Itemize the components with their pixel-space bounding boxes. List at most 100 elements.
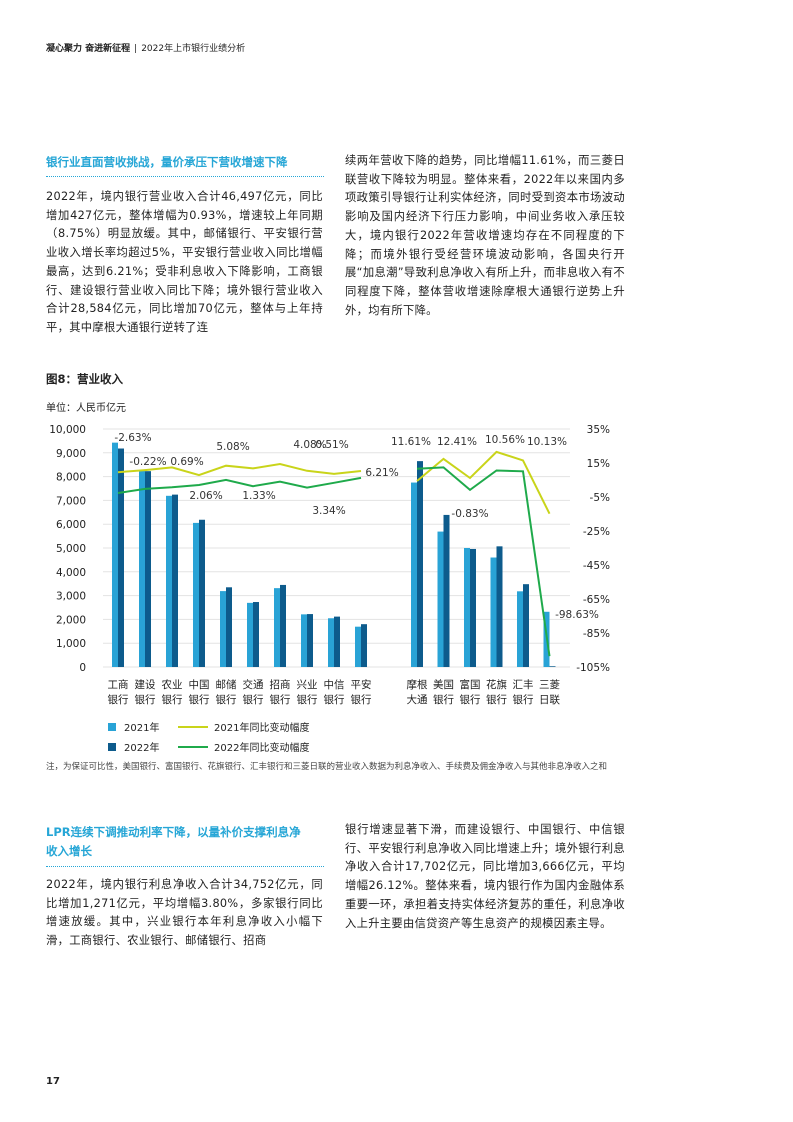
running-header: 凝心聚力 奋进新征程 | 2022年上市银行业绩分析 bbox=[46, 41, 245, 54]
bar-2021 bbox=[328, 618, 334, 667]
category-label: 招商 bbox=[270, 678, 291, 691]
legend-2022-line-swatch bbox=[178, 745, 208, 748]
category-label: 富国 bbox=[460, 678, 481, 691]
right-axis-tick-label: 35% bbox=[587, 424, 610, 436]
data-label: 0.51% bbox=[315, 439, 348, 451]
left-axis-tick-label: 3,000 bbox=[56, 591, 86, 603]
legend-2021-bar: 2021年 bbox=[108, 719, 159, 734]
bar-2022 bbox=[199, 519, 205, 667]
category-label: 农业 bbox=[162, 678, 183, 691]
legend-2021-line: 2021年同比变动幅度 bbox=[178, 719, 309, 734]
category-label: 汇丰 bbox=[513, 678, 534, 691]
line-2022-change bbox=[117, 476, 362, 494]
left-axis-tick-label: 6,000 bbox=[56, 519, 86, 531]
bar-2022 bbox=[118, 448, 124, 667]
bar-2022 bbox=[145, 471, 151, 667]
category-label: 银行 bbox=[460, 693, 481, 706]
bar-2022 bbox=[443, 514, 450, 667]
right-axis-tick-label: -65% bbox=[583, 594, 610, 606]
left-axis-tick-label: 4,000 bbox=[56, 567, 86, 579]
bar-2021 bbox=[139, 470, 145, 667]
data-label: 10.13% bbox=[527, 436, 567, 448]
category-label: 花旗 bbox=[486, 678, 507, 691]
data-label: 1.33% bbox=[242, 490, 275, 502]
bar-2021 bbox=[193, 522, 199, 667]
category-label: 摩根 bbox=[407, 678, 428, 691]
section2-paragraph-left: 2022年，境内银行利息净收入合计34,752亿元，同比增加1,271亿元，平均… bbox=[46, 878, 323, 948]
bar-2021 bbox=[437, 531, 444, 667]
bar-2021 bbox=[112, 442, 118, 667]
line-2022-change bbox=[416, 466, 551, 657]
category-label: 银行 bbox=[189, 693, 210, 706]
revenue-chart: 10,000 9,000 8,000 7,000 6,000 5,000 4,000 3,00… bbox=[49, 424, 610, 706]
category-label: 银行 bbox=[433, 693, 454, 706]
data-label: 2.06% bbox=[189, 490, 222, 502]
data-label: -0.22% bbox=[129, 456, 166, 468]
section2-title-rule bbox=[46, 866, 324, 867]
category-label: 建设 bbox=[135, 678, 156, 691]
bar-2022 bbox=[523, 584, 529, 667]
bar-2021 bbox=[464, 548, 470, 667]
category-label: 兴业 bbox=[297, 679, 318, 691]
section1-title-rule bbox=[46, 176, 324, 177]
category-label: 中信 bbox=[324, 678, 345, 691]
category-label: 银行 bbox=[324, 693, 345, 706]
legend-2021-bar-swatch bbox=[108, 722, 116, 731]
figure-title: 图8：营业收入 bbox=[46, 372, 124, 386]
category-label: 交通 bbox=[243, 678, 264, 691]
data-label: 12.41% bbox=[437, 436, 477, 448]
line-2021-change bbox=[416, 450, 551, 515]
data-label: 0.69% bbox=[170, 456, 203, 468]
category-label: 日联 bbox=[539, 694, 560, 706]
category-label: 工商 bbox=[108, 678, 129, 691]
bar-2021 bbox=[411, 482, 417, 667]
category-label: 银行 bbox=[513, 693, 534, 706]
bar-2022 bbox=[280, 584, 286, 667]
section1-title: 银行业直面营收挑战，量价承压下营收增速下降 bbox=[46, 155, 288, 169]
category-label: 大通 bbox=[407, 693, 428, 706]
category-label: 美国 bbox=[433, 678, 454, 691]
bar-2021 bbox=[220, 591, 226, 667]
legend-2022-bar-label: 2022年 bbox=[124, 743, 160, 754]
figure-unit: 单位：人民币亿元 bbox=[46, 403, 126, 414]
page-number: 17 bbox=[46, 1076, 60, 1087]
legend-2022-line: 2022年同比变动幅度 bbox=[178, 739, 309, 754]
bar-2021 bbox=[301, 614, 307, 667]
bar-2022 bbox=[307, 614, 313, 667]
bar-2022 bbox=[172, 494, 178, 667]
left-axis-tick-label: 1,000 bbox=[56, 638, 86, 650]
right-axis-tick-label: -85% bbox=[583, 628, 610, 640]
bar-2022 bbox=[253, 602, 259, 667]
category-label: 银行 bbox=[243, 693, 264, 706]
legend-2022-bar-swatch bbox=[108, 742, 116, 751]
category-label: 银行 bbox=[216, 693, 237, 706]
section1-paragraph-right: 续两年营收下降的趋势，同比增幅11.61%，而三菱日联营收下降较为明显。整体来看… bbox=[345, 154, 625, 317]
bar-2021 bbox=[166, 495, 172, 667]
left-axis-tick-label: 2,000 bbox=[56, 614, 86, 626]
data-label: 6.21% bbox=[365, 467, 398, 479]
right-axis-tick-label: -5% bbox=[590, 492, 610, 504]
bar-2021 bbox=[490, 557, 497, 667]
left-axis-tick-label: 0 bbox=[79, 662, 86, 674]
data-label: -98.63% bbox=[555, 609, 599, 621]
right-axis-tick-label: -25% bbox=[583, 526, 610, 538]
bar-2022 bbox=[496, 546, 503, 667]
header-separator: | bbox=[134, 44, 138, 54]
category-label: 银行 bbox=[297, 693, 318, 706]
category-label: 银行 bbox=[108, 693, 129, 706]
category-label: 银行 bbox=[135, 693, 156, 706]
category-label: 银行 bbox=[351, 693, 372, 706]
data-label: -0.83% bbox=[451, 508, 488, 520]
bar-2021 bbox=[355, 626, 361, 667]
header-report-title: 2022年上市银行业绩分析 bbox=[141, 44, 246, 54]
bar-2022 bbox=[226, 587, 232, 667]
section2-paragraph-right: 银行增速显著下滑，而建设银行、中国银行、中信银行、平安银行利息净收入同比增速上升… bbox=[345, 823, 625, 930]
category-label: 银行 bbox=[162, 693, 183, 706]
category-label: 银行 bbox=[486, 693, 507, 706]
left-axis-tick-label: 8,000 bbox=[56, 472, 86, 484]
legend-2021-line-swatch bbox=[178, 725, 208, 728]
data-label: -2.63% bbox=[114, 432, 151, 444]
bar-2022 bbox=[334, 616, 340, 667]
category-label: 三菱 bbox=[539, 679, 560, 691]
left-axis-tick-label: 5,000 bbox=[56, 543, 86, 555]
